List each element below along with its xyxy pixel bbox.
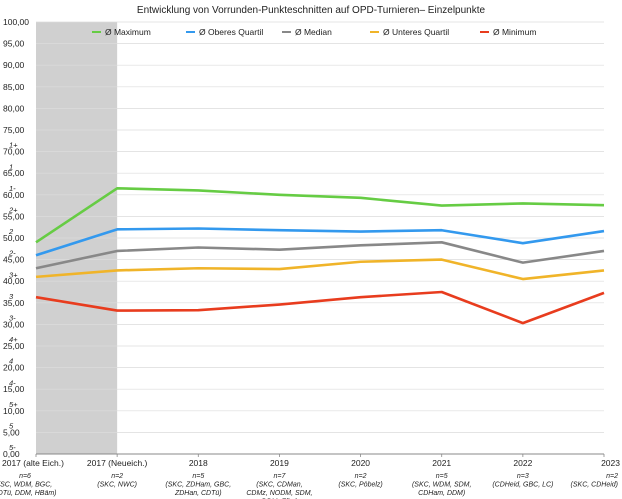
x-tick-label: 2022 — [513, 458, 532, 468]
x-note: CDMz, NODM, SDM, — [246, 490, 312, 497]
y-tick-label: 60,00 — [3, 190, 25, 200]
grade-label: 3 — [9, 292, 14, 301]
grade-label: 3+ — [9, 270, 18, 279]
grade-label: 1- — [9, 184, 16, 193]
y-tick-label: 40,00 — [3, 276, 25, 286]
y-tick-label: 20,00 — [3, 363, 25, 373]
x-note: n=2 — [355, 473, 367, 480]
y-tick-label: 0,00 — [3, 449, 20, 459]
plot-area: 0,00 5,00 10,00 15,00 20,00 25,00 30,00 35,00 40… — [0, 17, 620, 499]
x-note: (SC, WDM, BGC, — [0, 482, 52, 489]
x-note: n=3 — [517, 473, 529, 480]
legend-label: Ø Oberes Quartil — [199, 27, 263, 37]
grade-label: 4- — [9, 378, 16, 387]
x-tick-label: 2017 (Neueich.) — [87, 458, 148, 468]
x-note: n=6 — [19, 473, 31, 480]
x-tick-label: 2021 — [432, 458, 451, 468]
grade-label: 1 — [9, 162, 13, 171]
y-tick-label: 10,00 — [3, 406, 25, 416]
grade-label: 2- — [8, 249, 16, 258]
grade-label: 5 — [9, 421, 14, 430]
y-tick-label: 95,00 — [3, 39, 25, 49]
x-note: CDHam, DDM) — [418, 490, 465, 497]
y-tick-label: 55,00 — [3, 211, 25, 221]
y-tick-label: 45,00 — [3, 255, 25, 265]
series-line — [35, 290, 605, 325]
x-note: (SKC, WDM, SDM, — [412, 482, 472, 489]
grade-label: 4 — [9, 357, 13, 366]
x-tick-label: 2018 — [189, 458, 208, 468]
grade-label: 5- — [9, 443, 16, 452]
y-tick-label: 70,00 — [3, 147, 25, 157]
grade-label: 1+ — [9, 141, 18, 150]
x-note: n=2 — [111, 473, 123, 480]
y-tick-label: 50,00 — [3, 233, 25, 243]
y-tick-label: 75,00 — [3, 125, 25, 135]
x-note: n=5 — [192, 473, 204, 480]
x-note: (SKC, CDMan, — [256, 482, 302, 489]
x-note: ZDTü, DDM, HBäm) — [0, 490, 57, 497]
y-tick-label: 30,00 — [3, 319, 25, 329]
x-note: (SKC, Pöbelz) — [338, 482, 382, 489]
x-tick-label: 2017 (alte Eich.) — [2, 458, 64, 468]
grade-label: 5+ — [9, 400, 18, 409]
y-tick-label: 5,00 — [3, 427, 20, 437]
y-tick-label: 35,00 — [3, 298, 25, 308]
x-note: (SKC, ZDHam, GBC, — [165, 482, 231, 489]
x-note: (SKC, CDHeid) — [571, 482, 618, 489]
x-note: n=5 — [436, 473, 448, 480]
x-note: (SKC, NWC) — [97, 482, 137, 489]
x-tick-label: 2019 — [270, 458, 289, 468]
grade-label: 4+ — [9, 335, 18, 344]
legend-label: Ø Unteres Quartil — [383, 27, 449, 37]
series-line — [35, 241, 605, 270]
x-note: (CDHeid, GBC, LC) — [492, 482, 553, 489]
chart-title: Entwicklung von Vorrunden-Punkteschnitte… — [137, 5, 486, 16]
legend-label: Ø Minimum — [493, 27, 536, 37]
x-note: ZDHan, CDTü) — [174, 490, 222, 497]
y-tick-label: 80,00 — [3, 103, 25, 113]
y-tick-label: 65,00 — [3, 168, 25, 178]
legend-label: Ø Maximum — [105, 27, 151, 37]
grade-label: 2+ — [8, 205, 18, 214]
series-line — [35, 258, 605, 281]
x-note: n=2 — [606, 473, 618, 480]
y-tick-label: 100,00 — [3, 17, 29, 27]
grade-label: 2 — [8, 227, 14, 236]
y-tick-label: 85,00 — [3, 82, 25, 92]
series-line — [35, 187, 605, 244]
legend-label: Ø Median — [295, 27, 332, 37]
x-tick-label: 2023 — [601, 458, 620, 468]
grade-label: 3- — [9, 313, 16, 322]
series-line — [35, 227, 605, 257]
y-tick-label: 90,00 — [3, 60, 25, 70]
x-note: n=7 — [273, 473, 286, 480]
y-tick-label: 25,00 — [3, 341, 25, 351]
x-tick-label: 2020 — [351, 458, 370, 468]
y-tick-label: 15,00 — [3, 384, 25, 394]
